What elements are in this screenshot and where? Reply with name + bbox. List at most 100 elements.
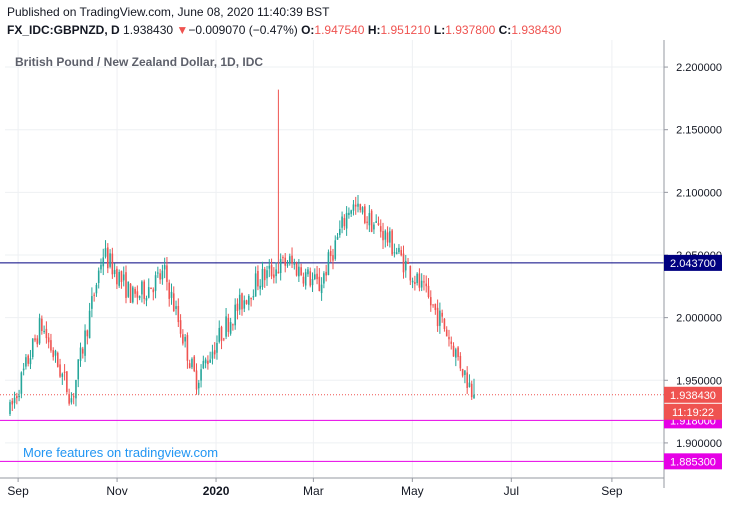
candle-body [54, 350, 57, 356]
candle-body [159, 273, 161, 280]
candle-body [95, 284, 98, 294]
time-axis: Sep Nov 2020 Mar May Jul Sep [0, 477, 664, 498]
candle [104, 240, 107, 259]
candle [334, 235, 337, 261]
candle [393, 243, 396, 258]
time-tick-label: Sep [7, 484, 29, 498]
candle [439, 302, 441, 334]
candle-body [22, 368, 25, 371]
candle [273, 267, 275, 284]
candle-body [411, 280, 414, 283]
candle [466, 366, 468, 394]
candle-body [432, 304, 434, 306]
candle [182, 329, 184, 346]
candle [441, 309, 443, 323]
candle-body [327, 252, 330, 276]
candle [295, 261, 298, 277]
candle-body [273, 274, 275, 278]
candle-body [243, 300, 246, 309]
candle-body [225, 316, 227, 337]
price-label-box [664, 254, 722, 271]
candle-body [366, 221, 368, 223]
candle [395, 247, 398, 255]
candle [143, 279, 145, 305]
candle-body [425, 283, 428, 287]
candle-body [391, 230, 393, 255]
candle [298, 259, 300, 283]
candle-body [179, 320, 182, 334]
candle [316, 265, 318, 285]
candle-body [275, 269, 277, 277]
candle-body [104, 248, 107, 257]
candle [27, 354, 29, 367]
candle [373, 222, 375, 235]
candle-body [120, 271, 123, 283]
price-label: 2.043700 [664, 254, 722, 271]
candle-body [91, 296, 93, 309]
candle-body [423, 281, 425, 283]
candle-body [459, 355, 462, 369]
candle-body [16, 396, 18, 399]
symbol-label[interactable]: FX_IDC:GBPNZD, D [7, 23, 120, 37]
candle-body [293, 263, 296, 265]
candle-body [111, 253, 114, 275]
candle-body [266, 270, 268, 279]
candle [389, 227, 391, 248]
candle-body [443, 318, 446, 330]
candle-body [466, 372, 468, 388]
candle [366, 216, 368, 230]
candle-body [150, 287, 152, 290]
candle-body [339, 228, 341, 236]
candle-body [450, 341, 453, 344]
watermark-link[interactable]: More features on tradingview.com [23, 445, 218, 460]
candle [72, 393, 75, 405]
candle-body [302, 276, 305, 284]
candle-body [407, 262, 409, 265]
candle [195, 363, 198, 395]
candle-body [209, 359, 211, 363]
candle-body [468, 382, 471, 388]
candle [213, 342, 216, 359]
candle [132, 285, 134, 304]
candle-body [86, 330, 89, 337]
candle [243, 295, 246, 313]
candle-body [177, 305, 180, 323]
candle [232, 323, 234, 331]
candle [238, 288, 241, 315]
candle-body [252, 296, 255, 298]
open-label: O: [301, 23, 315, 37]
candle [52, 347, 55, 361]
candle [134, 286, 136, 298]
candle [59, 358, 61, 378]
candle [409, 265, 412, 285]
candle [172, 286, 175, 312]
candle [95, 282, 98, 297]
candle [70, 392, 73, 405]
candle [423, 274, 425, 291]
candle [18, 389, 20, 402]
candle-body [389, 231, 391, 243]
candle [43, 325, 45, 334]
candle-body [409, 265, 412, 281]
candle [452, 342, 455, 357]
candle [188, 359, 191, 369]
candle-body [284, 257, 287, 266]
candle-body [377, 223, 380, 226]
candle-body [195, 370, 198, 390]
candle [420, 273, 423, 292]
candle [368, 205, 371, 233]
candle-body [13, 397, 16, 404]
candle [216, 335, 218, 360]
candle-body [36, 338, 39, 345]
candle [336, 233, 339, 240]
candle [138, 295, 141, 301]
candle [236, 298, 239, 320]
candle-body [147, 287, 150, 298]
candle [54, 349, 57, 363]
candle [448, 329, 450, 347]
candle [22, 363, 25, 376]
candle [88, 302, 91, 339]
candle [159, 268, 161, 284]
candle [407, 257, 409, 265]
